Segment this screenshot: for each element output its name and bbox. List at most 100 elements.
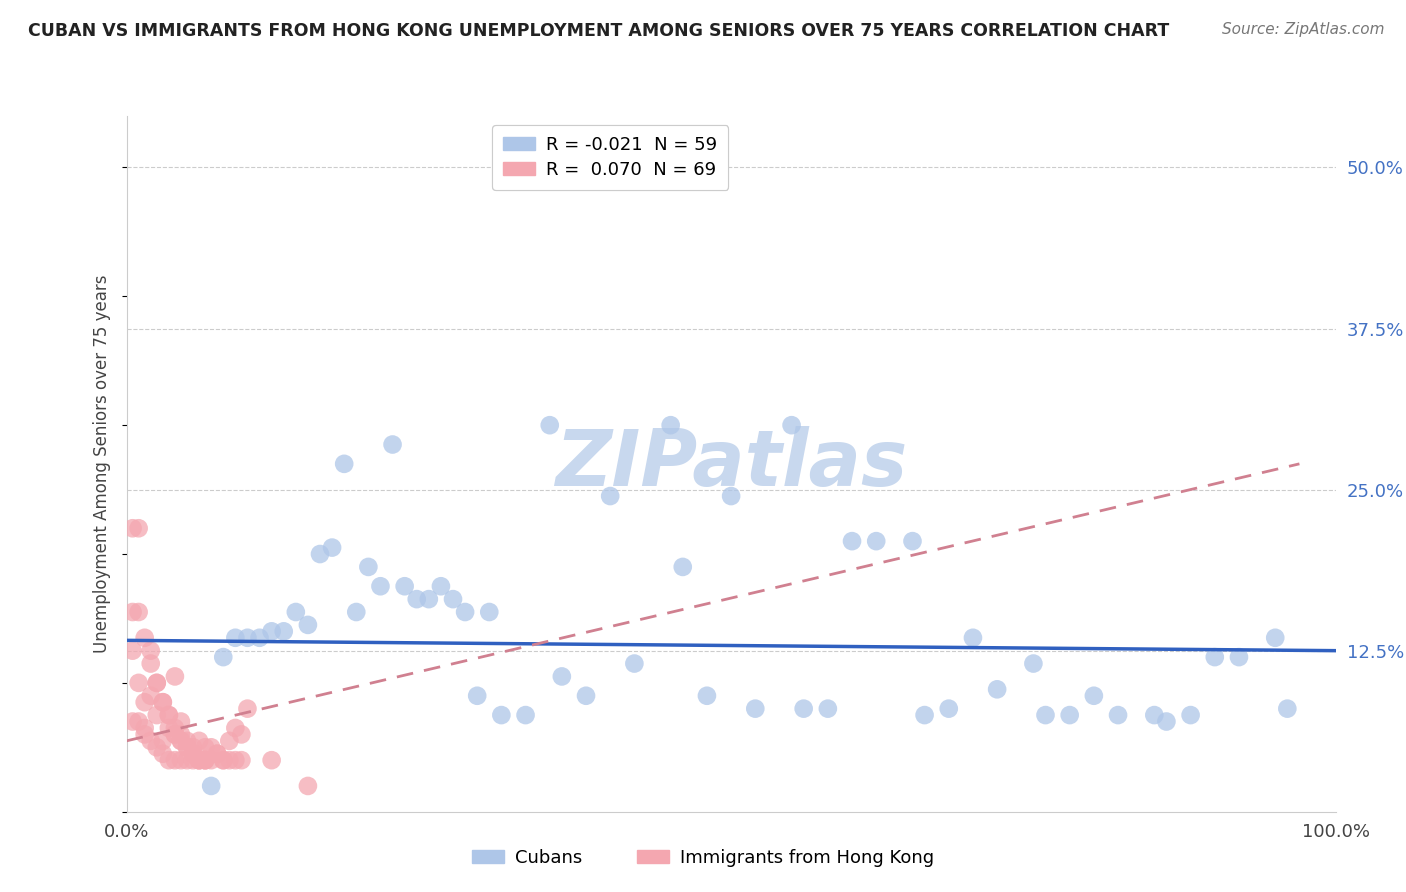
- Point: [194, 753, 217, 767]
- Point: [146, 676, 169, 690]
- Point: [128, 714, 150, 729]
- Point: [381, 437, 404, 451]
- Point: [309, 547, 332, 561]
- Point: [194, 753, 217, 767]
- Point: [901, 534, 924, 549]
- Point: [986, 682, 1008, 697]
- Point: [370, 579, 392, 593]
- Point: [1083, 689, 1105, 703]
- Point: [865, 534, 887, 549]
- Point: [357, 560, 380, 574]
- Point: [212, 650, 235, 665]
- Point: [780, 418, 803, 433]
- Point: [121, 643, 143, 657]
- Text: CUBAN VS IMMIGRANTS FROM HONG KONG UNEMPLOYMENT AMONG SENIORS OVER 75 YEARS CORR: CUBAN VS IMMIGRANTS FROM HONG KONG UNEMP…: [28, 22, 1170, 40]
- Point: [430, 579, 453, 593]
- Point: [212, 753, 235, 767]
- Text: ZIPatlas: ZIPatlas: [555, 425, 907, 502]
- Point: [394, 579, 416, 593]
- Point: [231, 727, 253, 741]
- Point: [200, 779, 222, 793]
- Point: [163, 727, 186, 741]
- Point: [405, 592, 427, 607]
- Point: [181, 740, 204, 755]
- Point: [139, 643, 162, 657]
- Point: [188, 734, 211, 748]
- Point: [1107, 708, 1129, 723]
- Point: [152, 747, 174, 761]
- Point: [139, 657, 162, 671]
- Point: [163, 669, 186, 683]
- Point: [744, 701, 766, 715]
- Point: [200, 740, 222, 755]
- Point: [134, 695, 156, 709]
- Point: [176, 740, 198, 755]
- Point: [181, 747, 204, 761]
- Point: [181, 747, 204, 761]
- Point: [170, 734, 193, 748]
- Point: [284, 605, 307, 619]
- Point: [157, 721, 180, 735]
- Point: [1143, 708, 1166, 723]
- Point: [139, 734, 162, 748]
- Point: [1059, 708, 1081, 723]
- Point: [194, 753, 217, 767]
- Point: [146, 740, 169, 755]
- Point: [344, 605, 367, 619]
- Point: [575, 689, 598, 703]
- Point: [297, 618, 319, 632]
- Point: [163, 727, 186, 741]
- Point: [793, 701, 815, 715]
- Point: [914, 708, 936, 723]
- Point: [538, 418, 561, 433]
- Legend: Cubans, Immigrants from Hong Kong: Cubans, Immigrants from Hong Kong: [464, 842, 942, 874]
- Point: [128, 605, 150, 619]
- Point: [194, 740, 217, 755]
- Point: [170, 753, 193, 767]
- Point: [260, 624, 283, 639]
- Point: [134, 727, 156, 741]
- Point: [152, 734, 174, 748]
- Point: [146, 708, 169, 723]
- Point: [176, 753, 198, 767]
- Point: [236, 631, 259, 645]
- Y-axis label: Unemployment Among Seniors over 75 years: Unemployment Among Seniors over 75 years: [93, 275, 111, 653]
- Point: [1264, 631, 1286, 645]
- Point: [1227, 650, 1250, 665]
- Point: [1035, 708, 1057, 723]
- Point: [163, 721, 186, 735]
- Point: [599, 489, 621, 503]
- Point: [333, 457, 356, 471]
- Text: Source: ZipAtlas.com: Source: ZipAtlas.com: [1222, 22, 1385, 37]
- Point: [205, 747, 228, 761]
- Point: [465, 689, 488, 703]
- Point: [188, 753, 211, 767]
- Point: [170, 734, 193, 748]
- Point: [962, 631, 984, 645]
- Point: [938, 701, 960, 715]
- Point: [817, 701, 839, 715]
- Point: [200, 753, 222, 767]
- Point: [623, 657, 645, 671]
- Point: [1204, 650, 1226, 665]
- Point: [515, 708, 537, 723]
- Point: [163, 753, 186, 767]
- Point: [139, 689, 162, 703]
- Point: [672, 560, 695, 574]
- Point: [170, 714, 193, 729]
- Point: [176, 740, 198, 755]
- Point: [224, 631, 246, 645]
- Point: [157, 708, 180, 723]
- Point: [273, 624, 295, 639]
- Point: [152, 695, 174, 709]
- Point: [551, 669, 574, 683]
- Point: [188, 753, 211, 767]
- Point: [720, 489, 742, 503]
- Point: [841, 534, 863, 549]
- Point: [157, 708, 180, 723]
- Point: [502, 164, 524, 178]
- Point: [491, 708, 513, 723]
- Point: [128, 676, 150, 690]
- Point: [236, 701, 259, 715]
- Point: [181, 753, 204, 767]
